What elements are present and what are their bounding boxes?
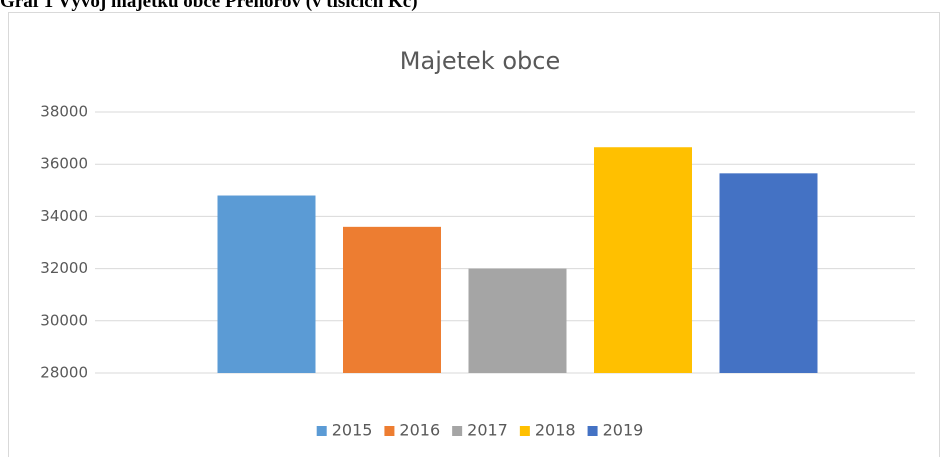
y-tick-label: 34000	[40, 207, 88, 225]
y-tick-label: 36000	[40, 155, 88, 173]
legend-label: 2015	[332, 421, 373, 440]
legend-label: 2019	[603, 421, 644, 440]
y-tick-label: 38000	[40, 103, 88, 121]
chart-title: Majetek obce	[400, 47, 560, 75]
legend-swatch	[587, 426, 598, 436]
bar	[594, 147, 692, 373]
legend-swatch	[384, 426, 395, 436]
y-tick-label: 32000	[40, 259, 88, 277]
y-tick-label: 30000	[40, 311, 88, 329]
legend-label: 2016	[399, 421, 440, 440]
bar	[343, 226, 441, 373]
legend-swatch	[452, 426, 463, 436]
bar	[468, 268, 567, 373]
legend-label: 2018	[535, 421, 576, 440]
bar	[719, 173, 818, 373]
legend-swatch	[519, 426, 530, 436]
heading: Graf 1 Vývoj majetku obce Přehořov (v ti…	[0, 0, 418, 12]
y-tick-label: 28000	[40, 364, 88, 382]
legend-swatch	[316, 426, 327, 436]
legend-label: 2017	[467, 421, 508, 440]
bar	[217, 195, 316, 373]
